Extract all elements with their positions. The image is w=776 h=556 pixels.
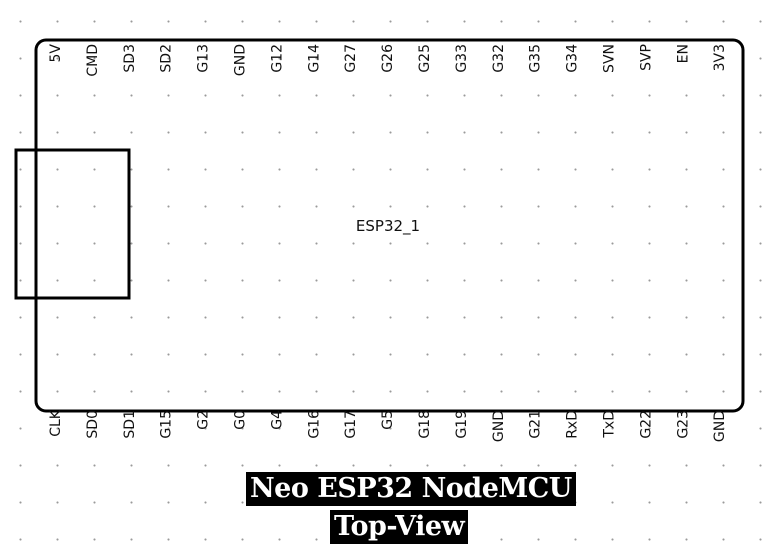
bottom-pin-label: G4 xyxy=(269,410,285,430)
top-pin-label: CMD xyxy=(85,44,101,77)
bottom-pin-label: G2 xyxy=(196,410,212,430)
bottom-pin-label: TxD xyxy=(602,410,618,439)
top-pin-label: SVP xyxy=(638,44,654,71)
top-pin-label: EN xyxy=(675,44,691,63)
top-pin-label: G35 xyxy=(528,44,544,73)
component-name: ESP32_1 xyxy=(356,217,420,236)
top-pin-label: G27 xyxy=(343,44,359,73)
bottom-pin-label: G21 xyxy=(528,410,544,439)
bottom-pin-label: G17 xyxy=(343,410,359,439)
bottom-pin-label: G23 xyxy=(675,410,691,439)
bottom-pin-row: CLK SD0 SD1 G15 G2 G0 G4 G16 G17 G5 G18 G19 GND G21 Rx… xyxy=(48,409,728,442)
top-pin-label: 3V3 xyxy=(712,44,728,71)
bottom-pin-label: RxD xyxy=(565,410,581,439)
top-pin-label: G32 xyxy=(491,44,507,73)
bottom-pin-label: SD0 xyxy=(85,410,101,439)
bottom-pin-label: G18 xyxy=(417,410,433,439)
top-pin-label: SD3 xyxy=(122,44,138,73)
bottom-pin-label: G0 xyxy=(233,410,249,430)
bottom-pin-label: GND xyxy=(491,410,507,442)
usb-connector xyxy=(14,148,131,300)
top-pin-label: GND xyxy=(233,44,249,76)
bottom-pin-label: CLK xyxy=(48,409,64,437)
bottom-pin-label: G15 xyxy=(159,410,175,439)
bottom-pin-label: G22 xyxy=(638,410,654,439)
top-pin-label: G33 xyxy=(454,44,470,73)
caption-subtitle: Top-View xyxy=(330,510,469,544)
top-pin-label: SD2 xyxy=(159,44,175,73)
board-outline xyxy=(34,38,745,413)
top-pin-label: G13 xyxy=(196,44,212,73)
bottom-pin-label: G19 xyxy=(454,410,470,439)
bottom-pin-label: GND xyxy=(712,410,728,442)
caption-title: Neo ESP32 NodeMCU xyxy=(246,472,576,506)
top-pin-label: G34 xyxy=(565,44,581,73)
top-pin-row: 5V CMD SD3 SD2 G13 GND G12 G14 G27 G26 G25 G33 G32 G3… xyxy=(48,44,728,77)
top-pin-label: G14 xyxy=(306,44,322,73)
bottom-pin-label: SD1 xyxy=(122,410,138,439)
top-pin-label: G26 xyxy=(380,44,396,73)
bottom-pin-label: G5 xyxy=(380,410,396,430)
bottom-pin-label: G16 xyxy=(306,410,322,439)
top-pin-label: 5V xyxy=(48,44,64,63)
top-pin-label: SVN xyxy=(602,44,618,73)
top-pin-label: G12 xyxy=(269,44,285,73)
top-pin-label: G25 xyxy=(417,44,433,73)
